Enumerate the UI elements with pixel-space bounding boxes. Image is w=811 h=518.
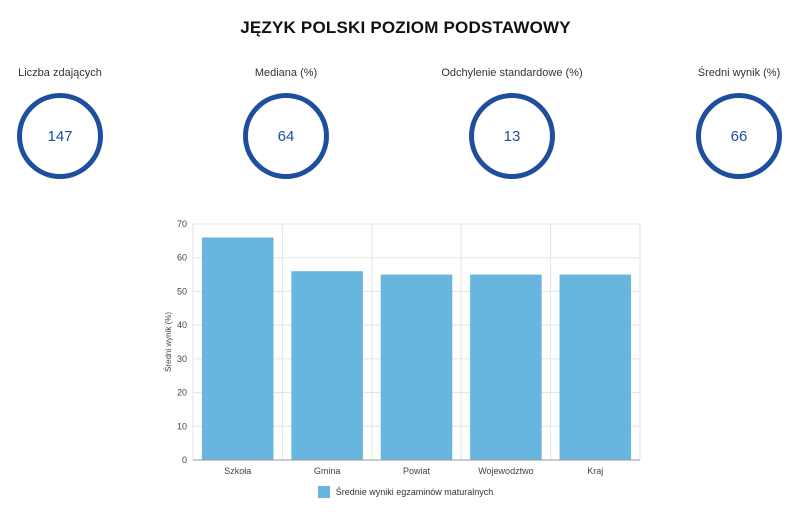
stat-count-value: 147 [47, 127, 73, 145]
stat-mean-value: 66 [730, 127, 748, 145]
y-tick-label: 70 [177, 219, 187, 229]
stat-count: Liczba zdających 147 [0, 66, 150, 179]
bar [291, 271, 363, 460]
bar [201, 237, 274, 460]
legend-swatch [317, 486, 330, 498]
y-tick-label: 0 [182, 455, 187, 465]
x-tick-label: Szkoła [224, 466, 251, 476]
y-tick-label: 10 [177, 421, 187, 431]
stat-median-circle: 64 [243, 93, 329, 179]
x-tick-label: Powiat [403, 466, 431, 476]
stat-mean-circle: 66 [696, 93, 782, 179]
stat-median-label: Mediana (%) [254, 67, 318, 79]
x-tick-label: Kraj [587, 466, 603, 476]
y-tick-label: 20 [177, 388, 187, 398]
y-tick-label: 60 [177, 253, 187, 263]
bar [559, 274, 632, 460]
legend-label: Średnie wyniki egzaminów maturalnych [335, 487, 494, 497]
stat-stddev-label: Odchylenie standardowe (%) [441, 67, 583, 79]
stat-count-circle: 147 [17, 93, 103, 179]
stat-count-label: Liczba zdających [18, 67, 102, 79]
stat-stddev: Odchylenie standardowe (%) 13 [422, 66, 602, 179]
y-tick-label: 50 [177, 286, 187, 296]
x-tick-label: Wojewodztwo [478, 466, 533, 476]
y-axis-label: Średni wynik (%) [164, 312, 173, 372]
chart-legend: Średnie wyniki egzaminów maturalnych [0, 486, 811, 498]
stat-mean: Średni wynik (%) 66 [649, 66, 811, 179]
bar [470, 274, 542, 460]
x-tick-label: Gmina [314, 466, 341, 476]
y-tick-label: 30 [177, 354, 187, 364]
bar [380, 274, 453, 460]
stat-median-value: 64 [277, 127, 295, 145]
stat-stddev-value: 13 [503, 127, 521, 145]
stat-mean-label: Średni wynik (%) [697, 67, 781, 79]
stat-median: Mediana (%) 64 [196, 66, 376, 179]
stat-stddev-circle: 13 [469, 93, 555, 179]
page-title: JĘZYK POLSKI POZIOM PODSTAWOWY [240, 18, 571, 37]
y-tick-label: 40 [177, 320, 187, 330]
